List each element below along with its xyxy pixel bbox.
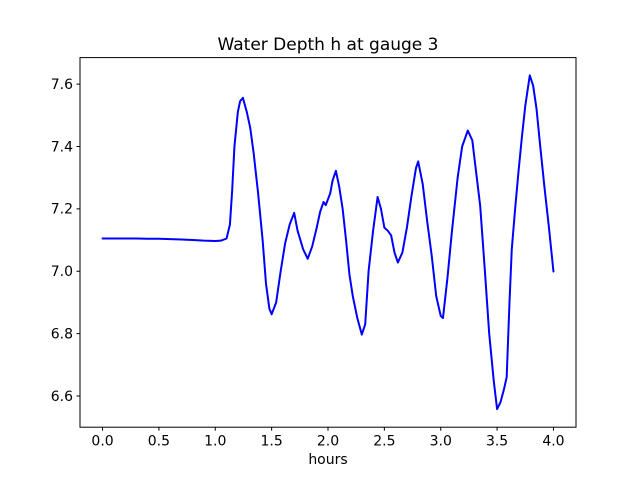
x-tick-label: 3.0 bbox=[430, 434, 452, 450]
x-tick-label: 1.5 bbox=[261, 434, 283, 450]
y-tick-label: 6.8 bbox=[51, 326, 73, 342]
y-tick-label: 7.6 bbox=[51, 77, 73, 93]
x-tick-label: 3.5 bbox=[486, 434, 508, 450]
x-tick-label: 4.0 bbox=[542, 434, 564, 450]
plot-area-border bbox=[79, 57, 577, 428]
x-axis-ticks: 0.0 0.5 1.0 1.5 2.0 2.5 3.0 3.5 4.0 bbox=[91, 427, 565, 450]
x-tick-label: 2.0 bbox=[317, 434, 339, 450]
x-tick-label: 0.5 bbox=[148, 434, 170, 450]
x-axis-label: hours bbox=[308, 452, 347, 468]
water-depth-series-line bbox=[101, 74, 555, 411]
chart-title: Water Depth h at gauge 3 bbox=[218, 35, 439, 55]
x-tick-label: 2.5 bbox=[373, 434, 395, 450]
x-tick-label: 1.0 bbox=[204, 434, 226, 450]
y-axis-ticks: 6.6 6.8 7.0 7.2 7.4 7.6 bbox=[51, 77, 80, 405]
y-tick-label: 7.2 bbox=[51, 202, 73, 218]
y-tick-label: 7.4 bbox=[51, 139, 73, 155]
x-tick-label: 0.0 bbox=[91, 434, 113, 450]
y-tick-label: 7.0 bbox=[51, 264, 73, 280]
y-tick-label: 6.6 bbox=[51, 389, 73, 405]
